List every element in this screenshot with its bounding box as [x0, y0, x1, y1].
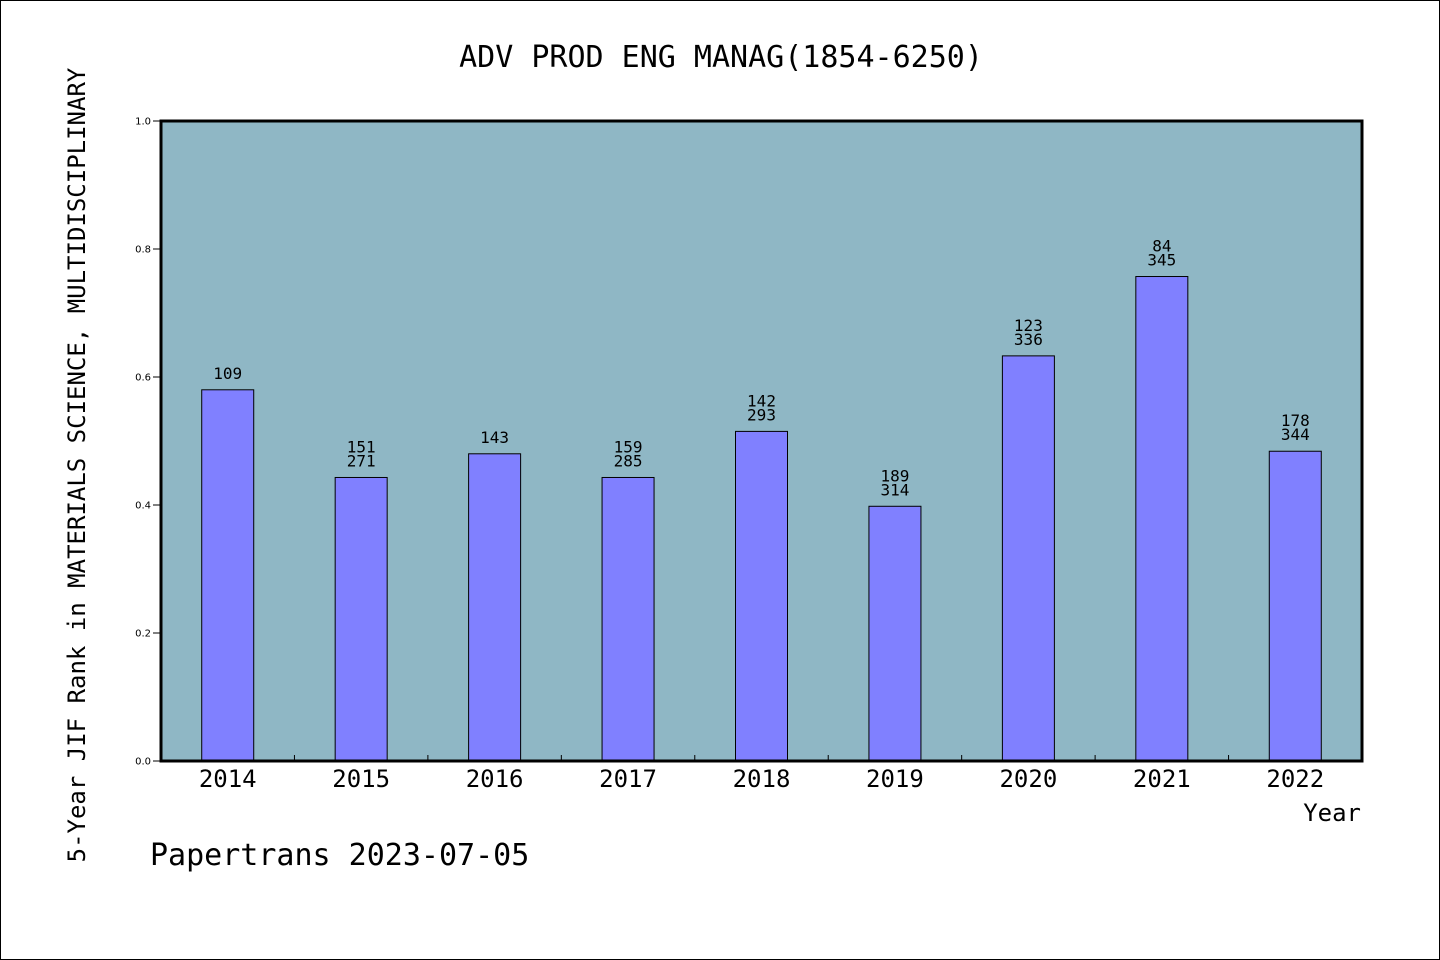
y-tick-label-3: 0.6	[135, 373, 151, 384]
bar-label-2015-1: 271	[347, 451, 376, 470]
bar-label-2016-0: 143	[480, 428, 509, 447]
bar-label-2020-0: 123	[1014, 316, 1043, 335]
bar-label-2017-1: 285	[614, 451, 643, 470]
bar-2017	[601, 476, 655, 762]
x-tick-label-2018: 2018	[733, 765, 791, 793]
y-tick-label-5: 1.0	[135, 117, 151, 128]
bar-label-2021-0: 84	[1152, 237, 1171, 256]
bar-label-2018-1: 293	[747, 405, 776, 424]
x-axis-label: Year	[1303, 799, 1361, 827]
y-axis: 0.0 0.2 0.4 0.6 0.8 1.0	[135, 117, 161, 768]
bar-label-2019-1: 314	[880, 480, 909, 499]
x-tick-label-2019: 2019	[866, 765, 924, 793]
bar-label-2021-1: 345	[1147, 251, 1176, 270]
bar-2019	[868, 505, 922, 762]
bar-2022	[1268, 450, 1322, 762]
bar-label-2022-0: 178	[1281, 411, 1310, 430]
x-tick-label-2016: 2016	[466, 765, 524, 793]
x-tick-label-2020: 2020	[999, 765, 1057, 793]
bar-label-2022-1: 344	[1281, 425, 1310, 444]
bar-label-2018-0: 142	[747, 391, 776, 410]
bar-label-2017-0: 159	[614, 437, 643, 456]
y-axis-label: 5-Year JIF Rank in MATERIALS SCIENCE, MU…	[63, 67, 91, 862]
bar-2021	[1135, 276, 1189, 762]
bars-layer	[201, 276, 1322, 762]
bar-2014	[201, 389, 255, 762]
x-tick-label-2015: 2015	[332, 765, 390, 793]
x-tick-label-2022: 2022	[1266, 765, 1324, 793]
bar-2018	[735, 430, 788, 762]
x-tick-label-2017: 2017	[599, 765, 657, 793]
y-tick-label-1: 0.2	[135, 629, 151, 640]
watermark: Papertrans 2023-07-05	[150, 838, 529, 873]
bar-label-2014-0: 109	[213, 364, 242, 383]
x-tick-label-2014: 2014	[199, 765, 257, 793]
bar-label-2019-0: 189	[880, 466, 909, 485]
bar-2016	[468, 453, 522, 762]
plot-frame	[159, 119, 1364, 763]
x-axis: 2014 2015 2016 2017 2018 2019 2020 2021 2022	[199, 755, 1324, 793]
bar-2020	[1001, 355, 1055, 762]
y-tick-label-4: 0.8	[135, 245, 151, 256]
bar-label-2020-1: 336	[1014, 330, 1043, 349]
bar-labels-layer: 1091512711431592851422931893141233368434…	[213, 237, 1309, 500]
bar-2015	[334, 476, 388, 762]
y-tick-label-0: 0.0	[135, 757, 151, 768]
chart-title: ADV PROD ENG MANAG(1854-6250)	[459, 40, 983, 75]
y-tick-label-2: 0.4	[135, 501, 151, 512]
x-tick-label-2021: 2021	[1133, 765, 1191, 793]
bar-label-2015-0: 151	[347, 437, 376, 456]
